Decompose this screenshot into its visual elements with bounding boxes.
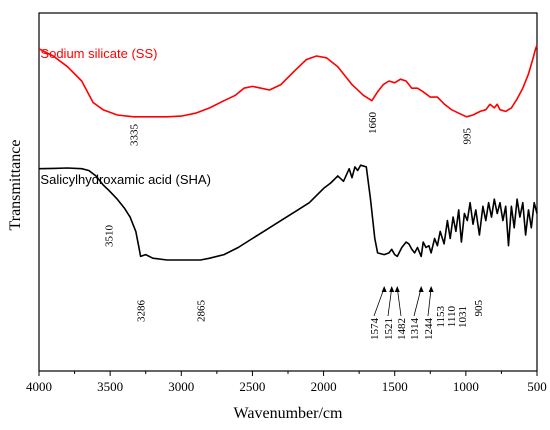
peak-label: 1110 (446, 306, 458, 328)
peak-label: 1031 (457, 306, 469, 328)
peak-label: 1521 (383, 318, 395, 340)
x-tick-label: 500 (527, 379, 547, 394)
peak-arrow (387, 287, 393, 317)
peak-arrow (396, 287, 402, 317)
x-tick-label: 2500 (239, 379, 265, 394)
series-line-sha (38, 164, 538, 261)
peak-label: 905 (473, 300, 485, 317)
peak-arrowhead (389, 286, 395, 292)
peak-arrowhead (381, 286, 387, 292)
peak-arrow (413, 287, 422, 317)
x-tick-label: 2000 (311, 379, 337, 394)
peak-arrow (427, 287, 432, 317)
x-tick-label: 3000 (168, 379, 194, 394)
peak-label: 3335 (129, 124, 141, 147)
x-tick-label: 3500 (97, 379, 123, 394)
peak-label: 2865 (195, 300, 207, 323)
peak-label: 1574 (369, 318, 381, 341)
x-tick-label: 1000 (453, 379, 479, 394)
peak-arrowhead (418, 286, 424, 292)
peak-label: 3510 (104, 225, 116, 248)
peak-label: 1244 (423, 318, 435, 341)
peak-label: 3286 (136, 300, 148, 323)
peak-label: 995 (462, 128, 474, 145)
peak-arrowhead (428, 286, 434, 292)
peak-label: 1482 (396, 318, 408, 340)
peak-label: 1314 (409, 318, 421, 341)
peak-arrowhead (394, 286, 400, 292)
peak-label: 1660 (367, 112, 379, 135)
x-tick-label: 1500 (382, 379, 408, 394)
series-label-sha: Salicylhydroxamic acid (SHA) (40, 172, 211, 187)
series-line-ss (38, 44, 538, 118)
y-axis-title: Transmittance (7, 140, 24, 231)
peak-arrow (373, 287, 385, 317)
peak-label: 1153 (435, 306, 447, 328)
x-axis-title: Wavenumber/cm (234, 405, 343, 422)
series-label-ss: Sodium silicate (SS) (40, 46, 157, 61)
x-tick-label: 4000 (26, 379, 52, 394)
